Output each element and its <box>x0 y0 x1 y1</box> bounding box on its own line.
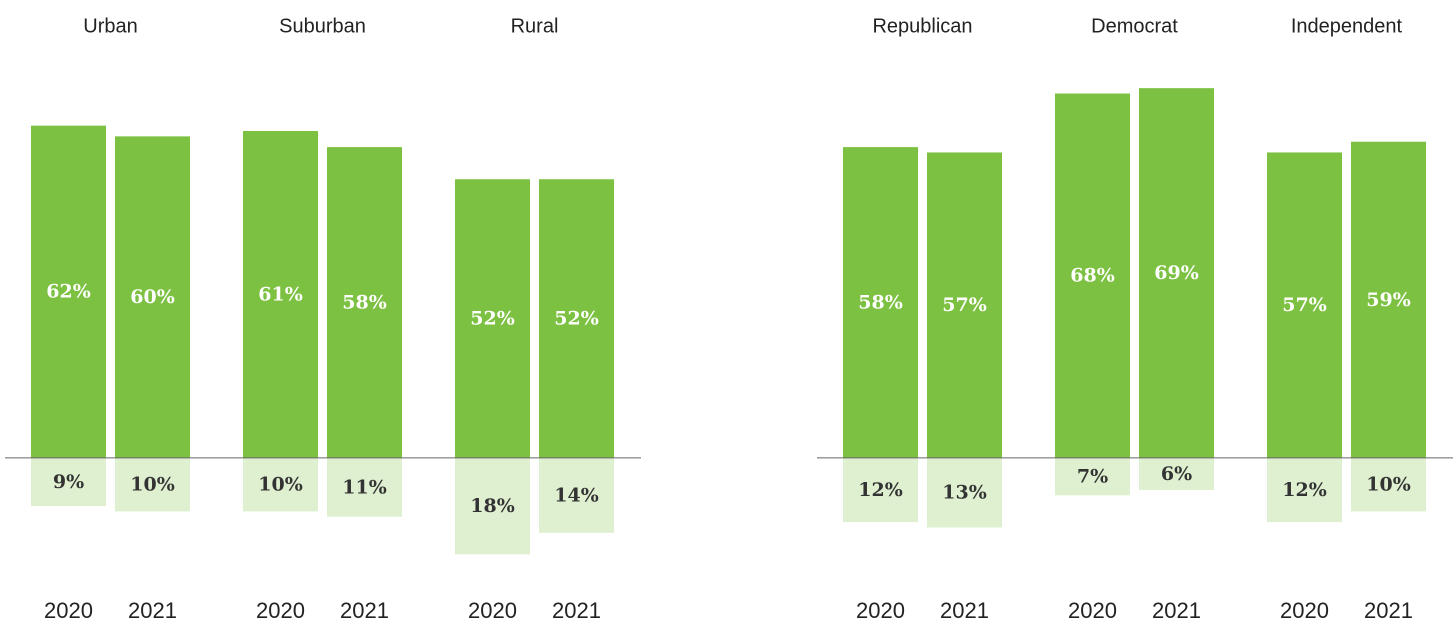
bar <box>927 457 1002 528</box>
bar <box>1139 88 1214 458</box>
x-tick-label: 2020 <box>1068 598 1117 623</box>
bar <box>843 147 918 458</box>
value-label: 52% <box>470 308 515 330</box>
bar <box>327 147 402 458</box>
bar <box>243 457 318 512</box>
bar <box>455 179 530 458</box>
value-label: 18% <box>470 495 515 517</box>
value-label: 61% <box>258 283 303 305</box>
value-label: 7% <box>1077 466 1108 488</box>
group-label: Rural <box>511 15 559 37</box>
value-label: 68% <box>1070 265 1115 287</box>
value-label: 12% <box>858 479 903 501</box>
x-tick-label: 2021 <box>128 598 177 623</box>
x-tick-label: 2021 <box>1364 598 1413 623</box>
x-tick-label: 2020 <box>44 598 93 623</box>
bar <box>115 136 190 458</box>
bar <box>843 457 918 523</box>
bar <box>115 457 190 512</box>
value-label: 58% <box>858 291 903 313</box>
group-label: Suburban <box>279 15 366 37</box>
bar <box>1351 141 1426 458</box>
bar <box>31 457 106 507</box>
value-label: 59% <box>1366 289 1411 311</box>
value-label: 14% <box>554 484 599 506</box>
value-label: 58% <box>342 291 387 313</box>
x-tick-label: 2021 <box>340 598 389 623</box>
x-tick-label: 2021 <box>1152 598 1201 623</box>
bar <box>539 179 614 458</box>
value-label: 57% <box>1282 294 1327 316</box>
value-label: 9% <box>53 471 84 493</box>
value-label: 10% <box>130 474 175 496</box>
x-tick-label: 2021 <box>940 598 989 623</box>
bar <box>1351 457 1426 512</box>
value-label: 57% <box>942 294 987 316</box>
value-label: 10% <box>258 474 303 496</box>
bar <box>1055 93 1130 458</box>
bar <box>327 457 402 517</box>
value-label: 13% <box>942 482 987 504</box>
value-label: 52% <box>554 308 599 330</box>
bar <box>1267 152 1342 458</box>
value-label: 11% <box>342 476 387 498</box>
group-label: Independent <box>1291 15 1403 37</box>
bar <box>1139 457 1214 490</box>
bar <box>243 131 318 458</box>
bar <box>1055 457 1130 496</box>
x-tick-label: 2020 <box>256 598 305 623</box>
bar <box>31 125 106 458</box>
value-label: 10% <box>1366 474 1411 496</box>
x-tick-label: 2020 <box>1280 598 1329 623</box>
bar <box>927 152 1002 458</box>
value-label: 69% <box>1154 262 1199 284</box>
bar <box>539 457 614 533</box>
x-tick-label: 2021 <box>552 598 601 623</box>
value-label: 12% <box>1282 479 1327 501</box>
value-label: 62% <box>46 281 91 303</box>
bar <box>1267 457 1342 523</box>
x-tick-label: 2020 <box>468 598 517 623</box>
value-label: 60% <box>130 286 175 308</box>
group-label: Republican <box>872 15 972 37</box>
group-label: Urban <box>83 15 137 37</box>
x-tick-label: 2020 <box>856 598 905 623</box>
bar <box>455 457 530 555</box>
value-label: 6% <box>1161 463 1192 485</box>
group-label: Democrat <box>1091 15 1178 37</box>
